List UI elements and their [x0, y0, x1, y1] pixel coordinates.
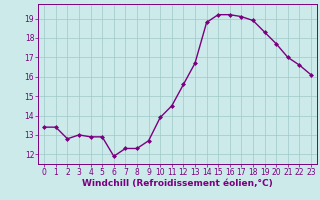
X-axis label: Windchill (Refroidissement éolien,°C): Windchill (Refroidissement éolien,°C): [82, 179, 273, 188]
